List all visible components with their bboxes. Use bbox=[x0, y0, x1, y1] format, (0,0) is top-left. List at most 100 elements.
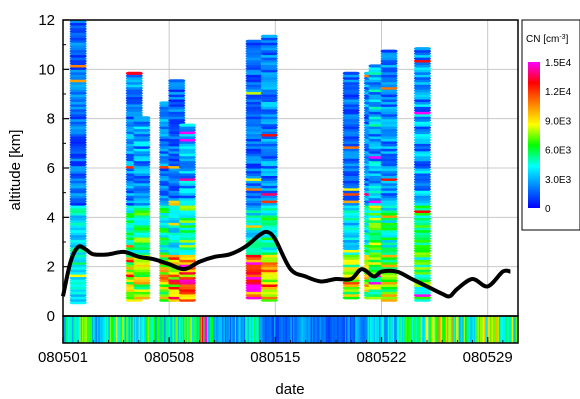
cn-profile-cell bbox=[413, 172, 431, 176]
strip-cell bbox=[141, 316, 144, 343]
cn-profile-cell bbox=[69, 148, 87, 152]
strip-cell bbox=[419, 316, 422, 343]
strip-cell bbox=[276, 316, 279, 343]
strip-cell bbox=[385, 316, 388, 343]
strip-cell bbox=[269, 316, 271, 343]
strip-cell bbox=[214, 316, 217, 343]
strip-cell bbox=[114, 316, 117, 343]
cn-profile-cell bbox=[380, 71, 398, 75]
cn-profile-cell bbox=[342, 182, 360, 186]
cn-profile-cell bbox=[69, 224, 87, 228]
cn-profile-cell bbox=[260, 185, 278, 189]
cn-profile-cell bbox=[69, 229, 87, 233]
cn-profile-cell bbox=[69, 168, 87, 172]
strip-cell bbox=[98, 316, 101, 343]
cn-profile-cell bbox=[178, 202, 196, 206]
cn-profile-cell bbox=[178, 131, 196, 135]
cn-profile-cell bbox=[380, 298, 398, 302]
cn-profile-cell bbox=[245, 61, 263, 65]
cn-profile-cell bbox=[260, 71, 278, 75]
cn-profile-cell bbox=[413, 239, 431, 243]
strip-cell bbox=[452, 316, 455, 343]
strip-cell bbox=[193, 316, 195, 343]
cn-profile-cell bbox=[380, 266, 398, 270]
cn-profile-cell bbox=[133, 195, 151, 199]
cn-profile-cell bbox=[260, 219, 278, 223]
cn-profile-cell bbox=[413, 177, 431, 181]
cn-profile-cell bbox=[245, 163, 263, 167]
strip-cell bbox=[136, 316, 139, 343]
cn-profile-cell bbox=[178, 158, 196, 162]
strip-cell bbox=[339, 316, 342, 343]
strip-cell bbox=[66, 316, 69, 343]
strip-cell bbox=[154, 316, 156, 343]
cn-profile-cell bbox=[413, 212, 431, 216]
strip-cell bbox=[159, 316, 161, 343]
cn-profile-cell bbox=[133, 293, 151, 297]
cn-profile-cell bbox=[133, 205, 151, 209]
cn-profile-cell bbox=[260, 202, 278, 206]
strip-cell bbox=[347, 316, 350, 343]
cn-profile-cell bbox=[260, 108, 278, 112]
cn-profile-cell bbox=[178, 251, 196, 255]
cn-profile-cell bbox=[342, 291, 360, 295]
strip-cell bbox=[378, 316, 381, 343]
cn-profile-cell bbox=[69, 172, 87, 176]
cn-profile-cell bbox=[342, 212, 360, 216]
cn-profile-cell bbox=[342, 237, 360, 241]
strip-cell bbox=[358, 316, 361, 343]
cn-profile-cell bbox=[380, 74, 398, 78]
strip-cell bbox=[112, 316, 115, 343]
cn-profile-cell bbox=[380, 187, 398, 191]
cn-profile-cell bbox=[260, 281, 278, 285]
strip-cell bbox=[80, 316, 83, 343]
strip-cell bbox=[195, 316, 198, 343]
strip-cell bbox=[274, 316, 276, 343]
cn-profile-cell bbox=[413, 116, 431, 120]
cn-profile-cell bbox=[342, 256, 360, 260]
cn-profile-cell bbox=[260, 143, 278, 147]
strip-cell bbox=[371, 316, 374, 343]
strip-cell bbox=[304, 316, 307, 343]
cn-profile-cell bbox=[245, 170, 263, 174]
cn-profile-cell bbox=[125, 89, 143, 93]
strip-cell bbox=[100, 316, 103, 343]
strip-cell bbox=[84, 316, 87, 343]
cn-profile-cell bbox=[178, 242, 196, 246]
strip-cell bbox=[301, 316, 304, 343]
cn-profile-cell bbox=[260, 192, 278, 196]
cn-profile-cell bbox=[125, 96, 143, 100]
strip-cell bbox=[107, 316, 109, 343]
strip-cell bbox=[199, 316, 202, 343]
cn-profile-cell bbox=[69, 47, 87, 51]
cn-profile-cell bbox=[69, 158, 87, 162]
cn-profile-cell bbox=[178, 187, 196, 191]
strip-cell bbox=[437, 316, 439, 343]
cn-profile-cell bbox=[260, 293, 278, 297]
cn-profile-cell bbox=[260, 279, 278, 283]
cn-profile-cell bbox=[413, 261, 431, 265]
cn-profile-cell bbox=[69, 291, 87, 295]
colorbar-title: CN [cm-3] bbox=[526, 34, 569, 46]
cn-profile-cell bbox=[413, 64, 431, 68]
cn-profile-cell bbox=[260, 205, 278, 209]
cn-profile-cell bbox=[260, 116, 278, 120]
cn-profile-cell bbox=[342, 185, 360, 189]
cn-profile-cell bbox=[413, 61, 431, 65]
strip-cell bbox=[510, 316, 513, 343]
cn-profile-cell bbox=[380, 148, 398, 152]
y-tick-label: 2 bbox=[47, 259, 55, 276]
strip-cell bbox=[181, 316, 184, 343]
cn-profile-cell bbox=[260, 160, 278, 164]
strip-cell bbox=[291, 316, 294, 343]
strip-cell bbox=[433, 316, 436, 343]
cn-profile-cell bbox=[260, 123, 278, 127]
strip-cell bbox=[464, 316, 467, 343]
cn-profile-cell bbox=[245, 54, 263, 58]
strip-cell bbox=[366, 316, 369, 343]
cn-profile-cell bbox=[260, 259, 278, 263]
x-tick-label: 080529 bbox=[463, 349, 513, 366]
strip-cell bbox=[150, 316, 152, 343]
cn-profile-cell bbox=[260, 131, 278, 135]
strip-cell bbox=[85, 316, 88, 343]
